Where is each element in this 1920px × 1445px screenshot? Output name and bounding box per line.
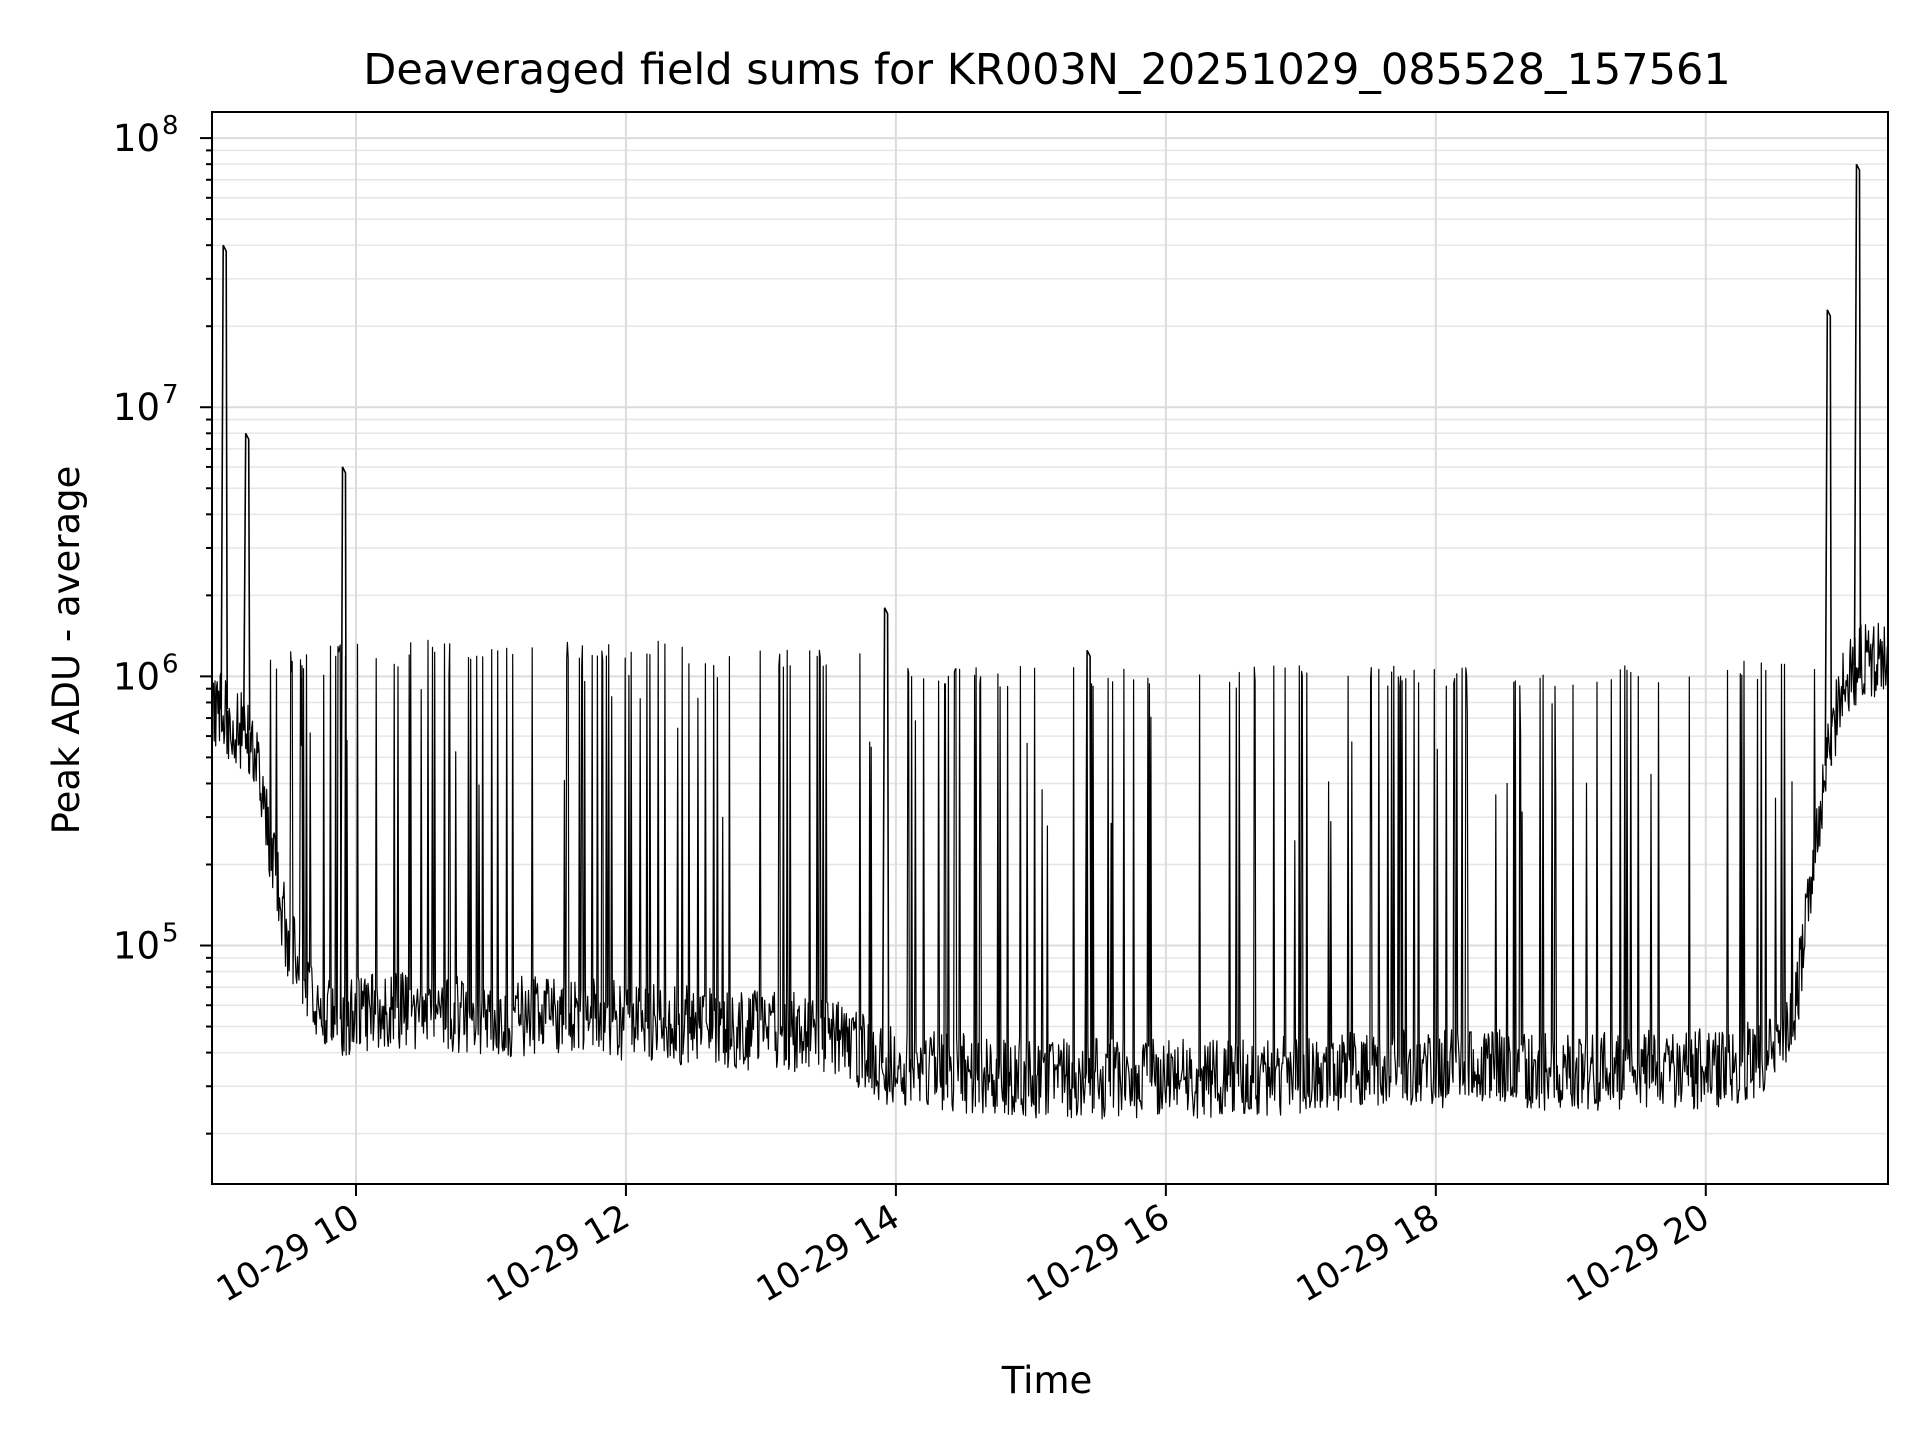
- series-line: [211, 622, 1889, 1120]
- series-peak: [1824, 309, 1833, 766]
- x-axis-label: Time: [1001, 1359, 1093, 1402]
- y-tick-exponent: 5: [162, 919, 179, 949]
- series-peak: [881, 607, 890, 1064]
- y-tick-base: 10: [113, 117, 160, 160]
- y-tick-label: 10: [113, 386, 160, 429]
- y-tick-base: 10: [113, 925, 160, 968]
- series-peak: [242, 432, 251, 731]
- plot-frame: [211, 111, 1889, 1185]
- y-tick-label: 10: [113, 117, 160, 160]
- series-peak: [220, 244, 228, 710]
- chart-title: Deaveraged field sums for KR003N_2025102…: [363, 45, 1730, 95]
- y-axis-label: Peak ADU - average: [45, 466, 88, 835]
- data-layer: [211, 163, 1889, 1120]
- y-tick-exponent: 8: [162, 111, 179, 141]
- y-tick-label: 10: [113, 655, 160, 698]
- series-peak: [1853, 163, 1862, 666]
- y-tick-exponent: 6: [162, 649, 179, 679]
- y-tick-label: 10: [113, 925, 160, 968]
- y-tick-base: 10: [113, 386, 160, 429]
- series-peak: [339, 466, 348, 1020]
- series-peak: [1084, 649, 1092, 1079]
- y-tick-base: 10: [113, 655, 160, 698]
- y-tick-exponent: 7: [162, 380, 179, 410]
